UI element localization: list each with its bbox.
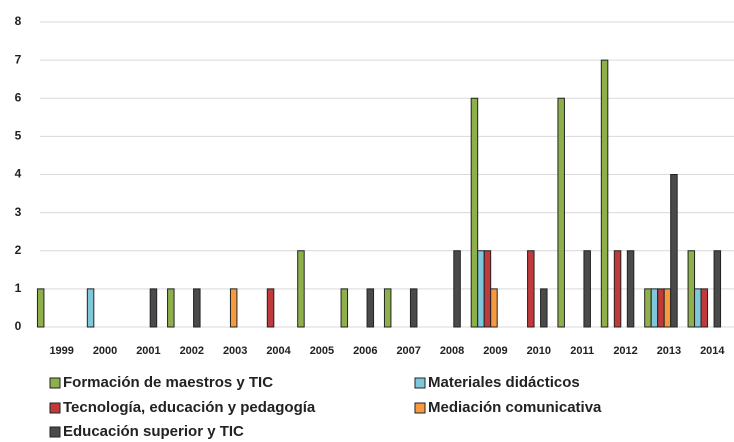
bar	[700, 288, 709, 328]
bar	[477, 250, 485, 328]
bar	[557, 97, 565, 328]
y-tick-label: 7	[15, 52, 22, 66]
bar	[366, 288, 375, 328]
x-tick-label: 2002	[180, 345, 204, 357]
bar	[527, 250, 535, 328]
bar	[266, 288, 275, 328]
x-tick-label: 2001	[136, 345, 160, 357]
bar	[650, 288, 659, 328]
bar	[490, 288, 498, 328]
bar	[694, 288, 702, 328]
bar	[644, 288, 652, 328]
x-tick-label: 2005	[310, 345, 334, 357]
bar	[149, 288, 158, 328]
legend-label: Mediación comunicativa	[428, 399, 602, 416]
bar	[409, 288, 418, 328]
y-tick-label: 1	[15, 281, 22, 295]
x-tick-label: 2013	[657, 345, 681, 357]
x-tick-label: 2011	[570, 345, 594, 357]
x-tick-label: 2003	[223, 345, 247, 357]
bar	[193, 288, 201, 328]
bar	[167, 288, 175, 328]
legend-swatch	[414, 402, 426, 414]
legend-swatch	[49, 377, 61, 389]
bar	[297, 250, 305, 328]
x-tick-label: 1999	[49, 345, 73, 357]
bar	[483, 250, 492, 328]
x-tick-label: 2006	[353, 345, 377, 357]
bar	[229, 288, 238, 328]
legend-label: Materiales didácticos	[428, 374, 580, 391]
x-tick-label: 2012	[613, 345, 637, 357]
bar	[340, 288, 349, 328]
y-tick-label: 4	[15, 167, 22, 181]
x-tick-label: 2010	[527, 345, 551, 357]
legend-label: Tecnología, educación y pedagogía	[63, 399, 316, 416]
bar	[470, 97, 479, 328]
bar	[613, 250, 622, 328]
bar	[36, 288, 45, 328]
x-tick-label: 2000	[93, 345, 117, 357]
bar	[583, 250, 591, 328]
bar	[663, 288, 672, 328]
x-tick-label: 2007	[396, 345, 420, 357]
bar	[670, 174, 678, 328]
x-tick-label: 2014	[700, 345, 725, 357]
bar	[453, 250, 461, 328]
y-tick-label: 6	[15, 90, 22, 104]
legend-swatch	[49, 426, 61, 438]
bar	[657, 288, 665, 328]
bar	[713, 250, 722, 328]
y-tick-label: 5	[15, 129, 22, 143]
bar	[540, 288, 548, 328]
bar	[600, 59, 609, 328]
legend-swatch	[49, 402, 61, 414]
legend-label: Educación superior y TIC	[63, 423, 244, 440]
y-tick-label: 2	[15, 243, 22, 257]
x-tick-label: 2009	[483, 345, 507, 357]
bar	[86, 288, 95, 328]
y-tick-label: 3	[15, 205, 22, 219]
x-tick-label: 2004	[266, 345, 291, 357]
legend-label: Formación de maestros y TIC	[63, 374, 273, 391]
legend-swatch	[414, 377, 426, 389]
bar	[626, 250, 635, 328]
bar	[687, 250, 696, 328]
x-tick-label: 2008	[440, 345, 464, 357]
y-tick-label: 0	[15, 319, 22, 333]
bar	[383, 288, 392, 328]
y-tick-label: 8	[15, 14, 22, 28]
